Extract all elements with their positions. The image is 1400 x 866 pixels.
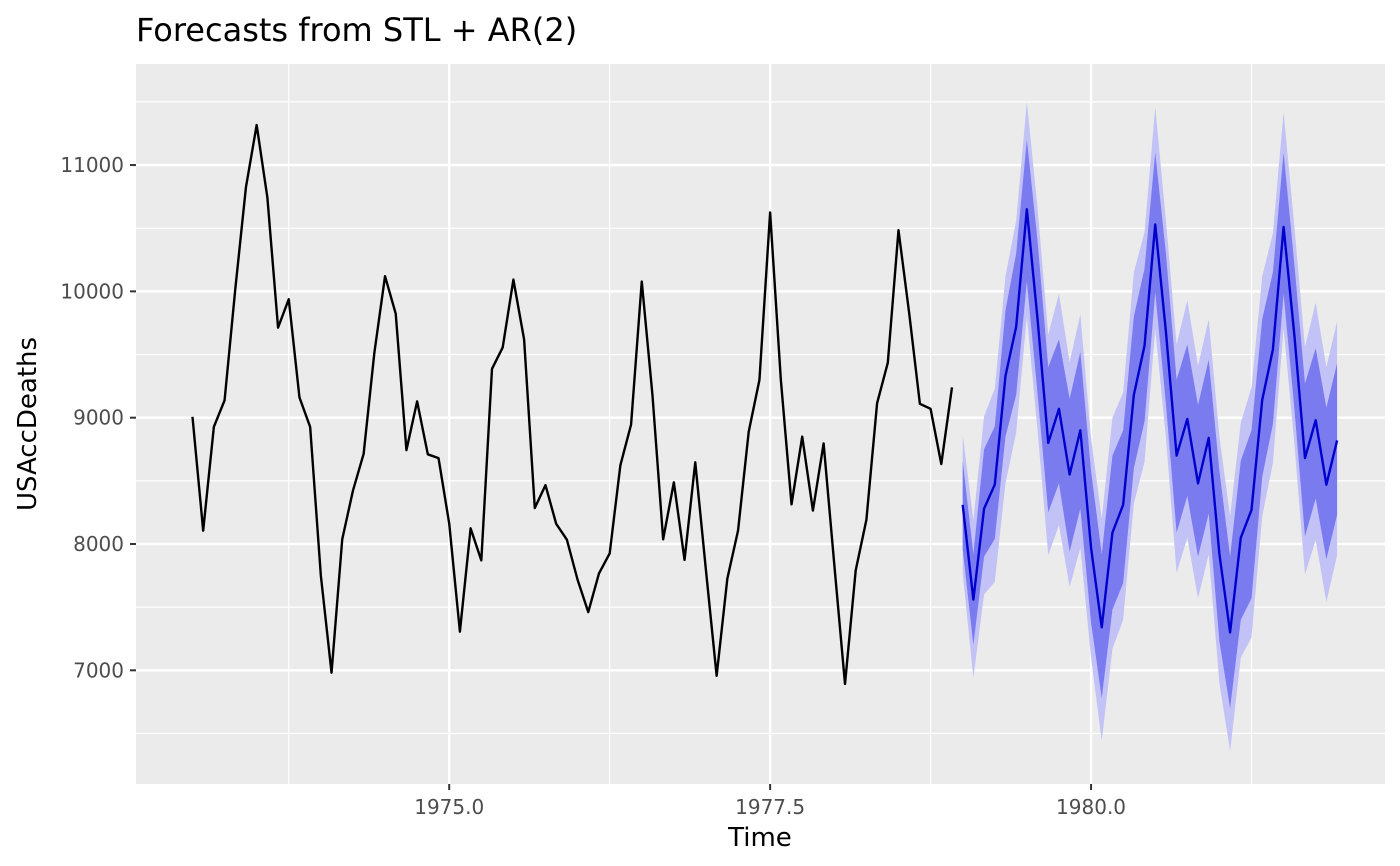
y-tick-label: 11000 (60, 153, 124, 177)
x-tick-label: 1975.0 (414, 795, 484, 819)
x-axis: 1975.0 1977.5 1980.0 (414, 784, 1126, 819)
x-tick-label: 1977.5 (735, 795, 805, 819)
forecast-series (961, 208, 1339, 634)
y-axis-title: USAccDeaths (13, 337, 43, 511)
y-axis: 7000 8000 9000 10000 11000 (60, 153, 136, 682)
chart-title: Forecasts from STL + AR(2) (136, 11, 577, 49)
history-line (191, 123, 954, 686)
forecast-mean-line (961, 208, 1339, 634)
history-series (191, 123, 954, 686)
band-80-area (962, 139, 1338, 709)
y-tick-label: 7000 (73, 658, 124, 682)
forecast-band-80 (962, 139, 1338, 709)
y-tick-label: 8000 (73, 532, 124, 556)
y-tick-label: 10000 (60, 279, 124, 303)
x-axis-title: Time (727, 823, 792, 853)
x-tick-label: 1980.0 (1056, 795, 1126, 819)
y-tick-label: 9000 (73, 406, 124, 430)
grid-lines (136, 64, 1385, 784)
